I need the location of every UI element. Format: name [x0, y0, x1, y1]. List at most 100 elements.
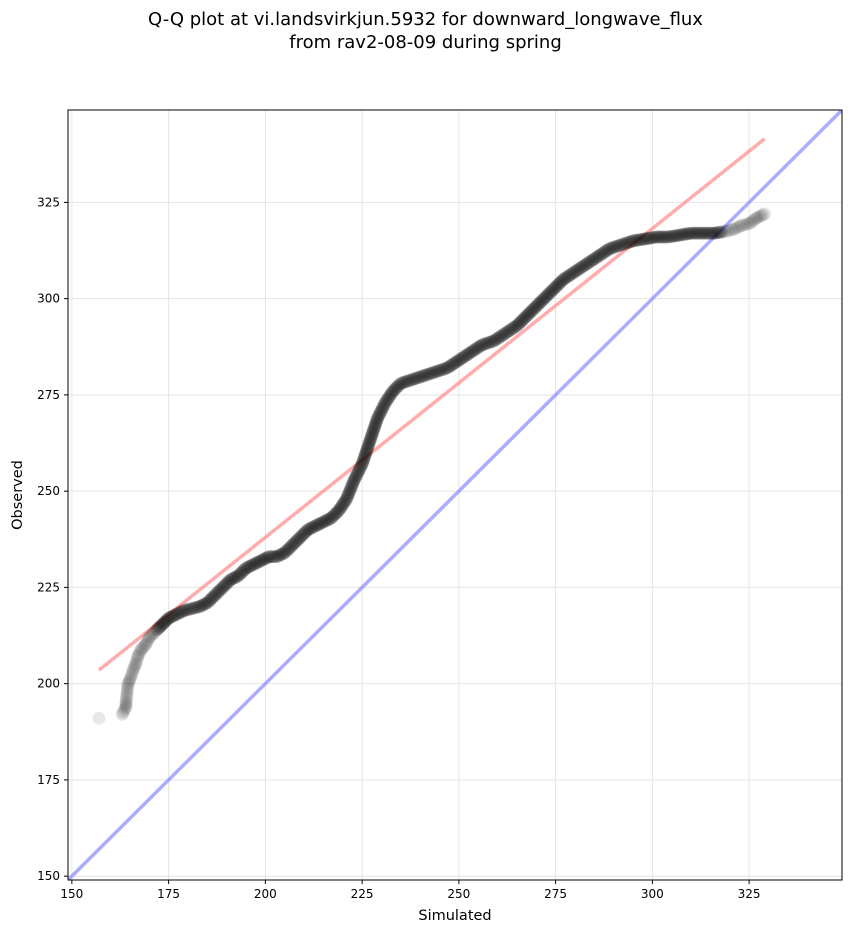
quantile-point: [189, 600, 203, 614]
quantile-point: [120, 686, 134, 700]
quantile-point: [587, 252, 601, 266]
quantile-point: [407, 372, 421, 386]
plot-area: [68, 110, 842, 880]
quantile-point: [417, 369, 431, 383]
quantile-point: [707, 226, 721, 240]
quantile-point: [741, 217, 755, 231]
quantile-point: [448, 356, 462, 370]
quantile-point: [617, 237, 631, 251]
quantile-point: [358, 450, 372, 464]
quantile-point: [388, 382, 402, 396]
quantile-point: [511, 318, 525, 332]
quantile-point: [458, 349, 472, 363]
quantile-point: [577, 259, 591, 273]
quantile-point: [493, 330, 507, 344]
quantile-point: [306, 520, 320, 534]
quantile-point: [675, 228, 689, 242]
quantile-point: [326, 509, 340, 523]
quantile-point: [155, 618, 169, 632]
quantile-point: [323, 512, 337, 526]
quantile-point: [496, 328, 510, 342]
quantile-point: [154, 619, 168, 633]
quantile-point: [118, 702, 132, 716]
quantile-point: [630, 233, 644, 247]
quantile-point: [307, 519, 321, 533]
quantile-point: [267, 550, 281, 564]
quantile-point: [668, 229, 682, 243]
quantile-point: [147, 626, 161, 640]
quantile-point: [470, 341, 484, 355]
quantile-point: [469, 342, 483, 356]
quantile-point: [205, 591, 219, 605]
quantile-point: [164, 610, 178, 624]
quantile-point: [124, 670, 138, 684]
quantile-point: [371, 410, 385, 424]
quantile-point: [474, 339, 488, 353]
quantile-point: [366, 425, 380, 439]
quantile-point: [249, 556, 263, 570]
quantile-point: [497, 327, 511, 341]
quantile-point: [169, 607, 183, 621]
quantile-point: [376, 401, 390, 415]
quantile-point: [423, 367, 437, 381]
quantile-point: [378, 396, 392, 410]
quantile-point: [745, 214, 759, 228]
quantile-point: [348, 471, 362, 485]
quantile-point: [118, 701, 132, 715]
quantile-point: [385, 385, 399, 399]
y-tick-label: 300: [37, 292, 60, 306]
quantile-point: [358, 449, 372, 463]
quantile-point: [609, 240, 623, 254]
quantile-point: [686, 226, 700, 240]
quantile-point: [632, 233, 646, 247]
x-tick-label: 150: [60, 887, 83, 901]
chart-title-line-1: Q-Q plot at vi.landsvirkjun.5932 for dow…: [148, 9, 703, 30]
quantile-point: [333, 502, 347, 516]
quantile-point: [258, 552, 272, 566]
quantile-point: [305, 521, 319, 535]
quantile-point: [646, 231, 660, 245]
quantile-point: [160, 613, 174, 627]
quantile-point: [359, 444, 373, 458]
quantile-point: [498, 326, 512, 340]
quantile-point: [126, 664, 140, 678]
quantile-point: [244, 559, 258, 573]
quantile-point: [389, 381, 403, 395]
quantile-point: [701, 226, 715, 240]
quantile-point: [530, 299, 544, 313]
quantile-point: [667, 229, 681, 243]
quantile-point: [742, 217, 756, 231]
quantile-point: [387, 383, 401, 397]
x-tick-label: 325: [738, 887, 761, 901]
quantile-point: [430, 364, 444, 378]
quantile-point: [175, 605, 189, 619]
quantile-point: [401, 374, 415, 388]
quantile-point: [239, 561, 253, 575]
quantile-point: [648, 230, 662, 244]
quantile-point: [195, 598, 209, 612]
quantile-point: [271, 549, 285, 563]
quantile-point: [451, 354, 465, 368]
quantile-point: [699, 226, 713, 240]
quantile-point: [456, 351, 470, 365]
quantile-point: [119, 693, 133, 707]
quantile-point: [215, 582, 229, 595]
quantile-point: [304, 521, 318, 535]
quantile-point: [146, 627, 160, 641]
quantile-point: [715, 225, 729, 239]
quantile-point: [127, 661, 141, 675]
quantile-point: [751, 210, 765, 224]
y-axis-label: Observed: [10, 460, 26, 530]
identity-line: [68, 110, 842, 880]
quantile-point: [649, 230, 663, 244]
quantile-point: [356, 454, 370, 468]
quantile-point: [168, 608, 182, 622]
quantile-point: [150, 623, 164, 637]
quantile-point: [119, 691, 133, 705]
quantile-point: [206, 590, 220, 604]
quantile-point: [383, 389, 397, 403]
quantile-point: [261, 550, 275, 564]
quantile-point: [176, 604, 190, 618]
quantile-point: [354, 460, 368, 474]
quantile-point: [520, 308, 534, 322]
